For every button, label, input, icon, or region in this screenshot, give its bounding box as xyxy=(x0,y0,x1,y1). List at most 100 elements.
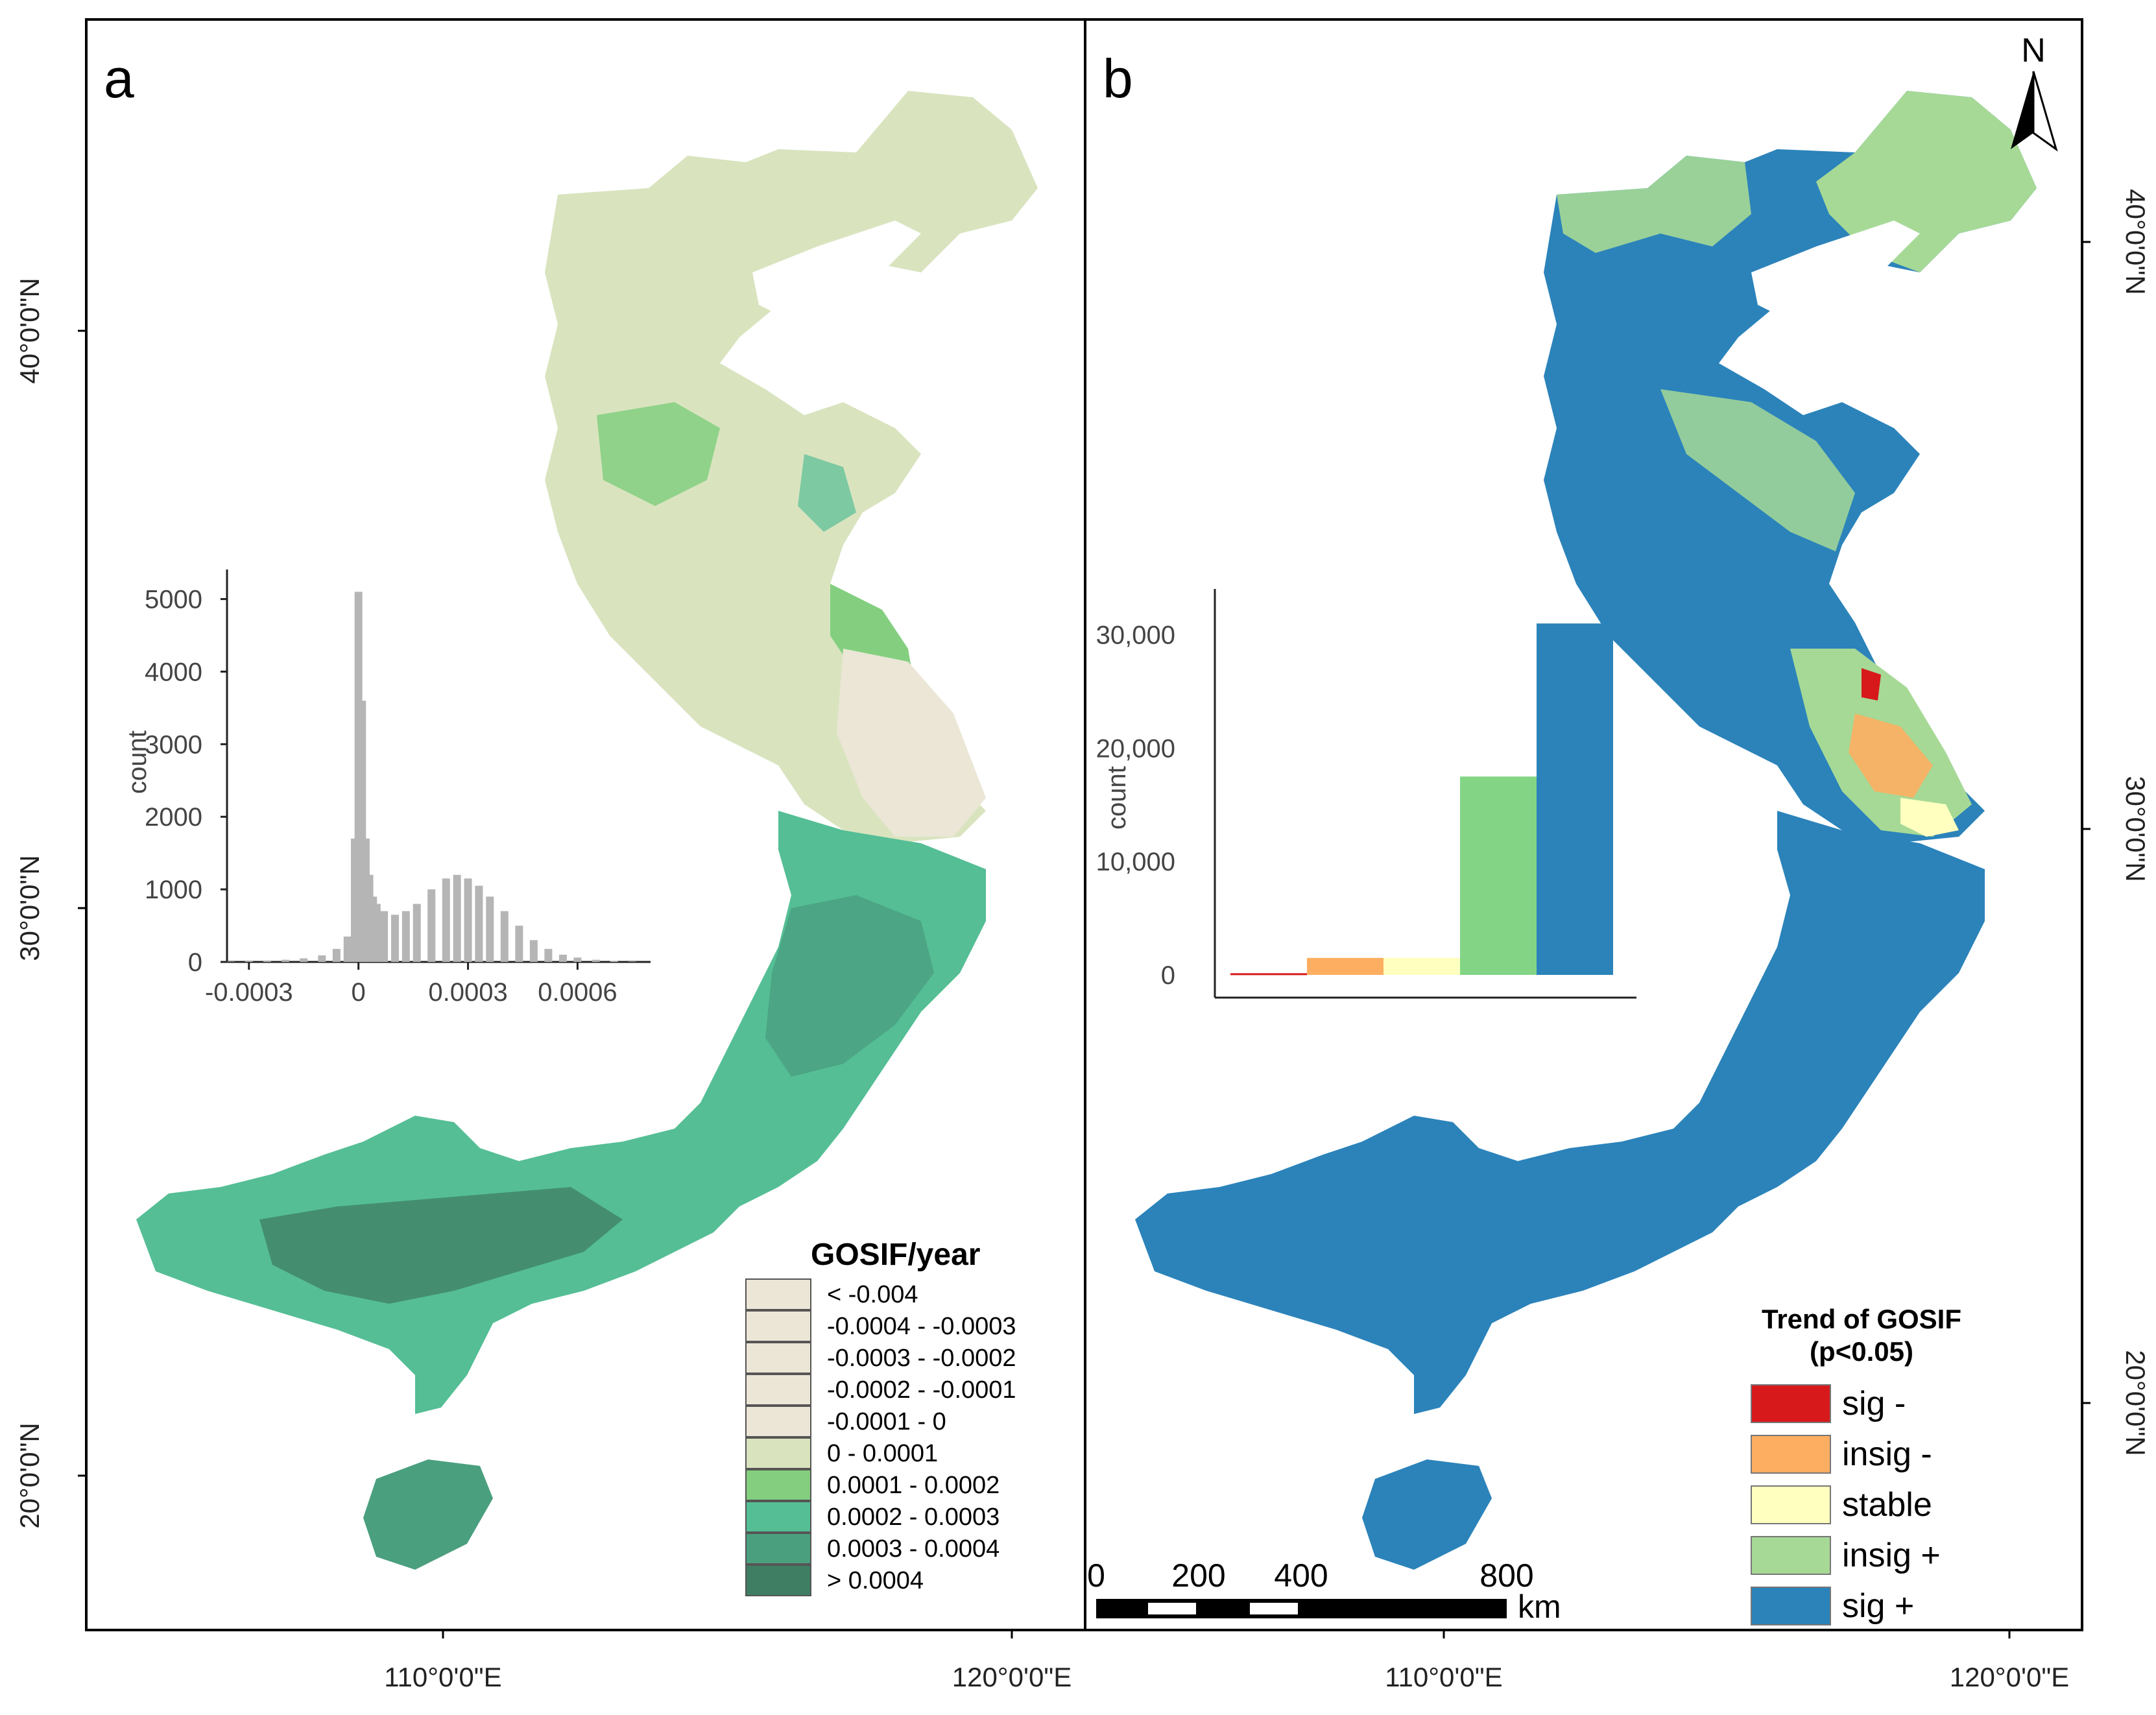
legend-b-label: sig - xyxy=(1842,1385,1906,1422)
map-a-south-dark xyxy=(259,1187,623,1304)
hist-x-tick-label: -0.0003 xyxy=(205,978,293,1007)
map-a-green-patch-north xyxy=(597,402,720,506)
lat-40-a: 40°0'0"N xyxy=(14,278,45,384)
hist-bar xyxy=(380,911,389,962)
hist-bar xyxy=(226,961,235,962)
bar-insigpos xyxy=(1460,776,1537,975)
hist-bar xyxy=(372,904,381,962)
bar-y-label: count xyxy=(1103,766,1131,830)
north-arrow-left xyxy=(2011,71,2033,149)
hist-y-tick-label: 1000 xyxy=(145,876,202,904)
scale-unit: km xyxy=(1518,1589,1561,1625)
legend-b-label: stable xyxy=(1842,1486,1932,1524)
hist-bar xyxy=(300,958,308,962)
legend-a-swatch xyxy=(745,1342,811,1374)
hist-bar xyxy=(573,957,582,962)
legend-a-swatch xyxy=(745,1533,811,1565)
hist-x-ticks: -0.0003 0 0.0003 0.0006 xyxy=(205,962,617,1007)
lat-40-b: 40°0'0"N xyxy=(2120,189,2151,295)
legend-a-swatch xyxy=(745,1310,811,1342)
legend-a-label: > 0.0004 xyxy=(827,1567,924,1594)
hist-bars xyxy=(226,592,636,962)
panel-b-frame xyxy=(1084,18,2083,1631)
legend-b-items: sig - insig - stable insig + sig + xyxy=(1751,1384,1941,1625)
legend-b-label: insig - xyxy=(1842,1435,1932,1473)
hist-bar xyxy=(427,889,436,962)
hist-bar xyxy=(475,885,483,962)
panel-a-label: a xyxy=(104,48,134,109)
map-b-stable-patch xyxy=(1900,798,1959,837)
legend-a-swatch xyxy=(745,1374,811,1406)
bar-signeg xyxy=(1230,973,1307,976)
legend-a-label: < -0.004 xyxy=(827,1281,918,1308)
map-b-south-region xyxy=(1135,811,1985,1414)
lat-20-b: 20°0'0"N xyxy=(2120,1350,2151,1456)
lon-110-b: 110°0'0"E xyxy=(1385,1662,1502,1692)
legend-a-label: -0.0001 - 0 xyxy=(827,1408,946,1435)
legend-a: GOSIF/year < -0.004 -0.0004 - -0.0003 -0.0… xyxy=(745,1238,1016,1596)
legend-a-label: 0.0001 - 0.0002 xyxy=(827,1472,1000,1499)
legend-b-swatch xyxy=(1751,1435,1831,1474)
bar-y-tick-label: 10,000 xyxy=(1096,848,1175,876)
hist-bar xyxy=(442,878,450,962)
legend-a-label: 0.0002 - 0.0003 xyxy=(827,1504,1000,1531)
bar-bars xyxy=(1230,623,1613,976)
hist-y-tick-label: 2000 xyxy=(145,803,202,832)
hist-bar xyxy=(332,948,341,962)
legend-a-label: 0 - 0.0001 xyxy=(827,1440,938,1467)
hist-y-tick-label: 4000 xyxy=(145,658,202,686)
hist-x-tick-label: 0.0003 xyxy=(428,978,507,1007)
hist-y-label: count xyxy=(123,730,152,794)
hist-bar xyxy=(515,926,523,962)
barchart-b: 0 10,000 20,000 30,000 count xyxy=(1096,589,1636,999)
scale-bar: 0 200 400 800 km xyxy=(1087,1557,1561,1625)
legend-a-swatch xyxy=(745,1501,811,1533)
map-b-insig-neg-patch xyxy=(1849,714,1933,798)
map-a-pale-yangtze xyxy=(837,649,986,837)
map-b-insig-pos-northeast xyxy=(1816,91,2037,272)
panel-b-label: b xyxy=(1103,48,1133,109)
panel-a-map xyxy=(136,91,1038,1570)
axes-b: 40°0'0"N 30°0'0"N 20°0'0"N 110°0'0"E 120… xyxy=(1385,189,2151,1692)
hist-bar xyxy=(464,878,472,962)
bar-sigpos xyxy=(1537,623,1613,975)
map-b-insig-pos-north xyxy=(1557,156,1751,253)
hist-bar xyxy=(486,896,494,962)
hist-y-ticks: 0 1000 2000 3000 4000 5000 xyxy=(145,586,227,977)
scale-tick-400: 400 xyxy=(1274,1557,1328,1594)
hist-y-tick-label: 0 xyxy=(188,948,202,977)
scale-tick-200: 200 xyxy=(1171,1557,1225,1594)
legend-b-label: sig + xyxy=(1842,1587,1914,1625)
hist-bar xyxy=(610,961,618,962)
bar-y-ticks: 0 10,000 20,000 30,000 xyxy=(1096,621,1175,990)
north-label: N xyxy=(2021,32,2046,69)
hist-bar xyxy=(558,954,567,962)
hist-bar xyxy=(453,874,461,962)
legend-a-label: -0.0003 - -0.0002 xyxy=(827,1345,1016,1372)
panel-b: b N 0 10,000 20,000 30,000 count xyxy=(1084,18,2151,1692)
hist-y-tick-label: 5000 xyxy=(145,586,202,614)
bar-y-tick-label: 20,000 xyxy=(1096,734,1175,763)
hist-bar xyxy=(413,904,421,962)
legend-a-label: 0.0003 - 0.0004 xyxy=(827,1535,1000,1563)
hist-bar xyxy=(544,948,553,962)
legend-a-label: -0.0002 - -0.0001 xyxy=(827,1376,1016,1404)
scale-bar-seg-2 xyxy=(1250,1603,1298,1614)
legend-b-swatch xyxy=(1751,1587,1831,1625)
lat-20-a: 20°0'0"N xyxy=(14,1422,45,1529)
legend-b: Trend of GOSIF (p<0.05) sig - insig - stab… xyxy=(1751,1304,1961,1625)
bar-stable xyxy=(1383,957,1460,975)
lon-120-b: 120°0'0"E xyxy=(1950,1662,2070,1692)
legend-b-label: insig + xyxy=(1842,1537,1941,1574)
hist-bar xyxy=(263,960,271,962)
hist-bar xyxy=(390,915,399,962)
hist-bar xyxy=(281,959,290,962)
legend-b-swatch xyxy=(1751,1384,1831,1423)
legend-b-swatch xyxy=(1751,1485,1831,1524)
map-a-bohai-sea xyxy=(752,221,921,324)
scale-tick-0: 0 xyxy=(1087,1557,1105,1594)
north-arrow: N xyxy=(2011,32,2058,152)
